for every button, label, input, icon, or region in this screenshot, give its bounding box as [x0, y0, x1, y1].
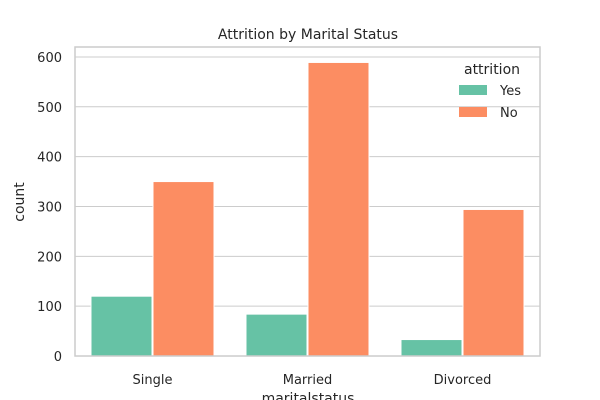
x-tick-label-0: Single	[133, 373, 173, 388]
legend-swatch-no	[459, 107, 487, 117]
bar-single-no	[152, 181, 215, 357]
x-tick-label-1: Married	[283, 373, 333, 388]
bar-married-no	[307, 61, 370, 357]
legend-title: attrition	[464, 62, 520, 78]
bar-divorced-yes	[400, 339, 463, 357]
chart-title: Attrition by Marital Status	[218, 27, 398, 43]
legend-label-no: No	[500, 106, 518, 121]
legend: attrition Yes No	[459, 62, 521, 121]
axes-layer: 0 100 200 300 400 500 600 Single Married Divorced	[37, 46, 541, 388]
bar-married-yes	[245, 313, 308, 357]
y-axis-label: count	[12, 182, 28, 222]
y-tick-label-3: 300	[37, 200, 62, 215]
y-tick-label-0: 0	[54, 350, 62, 365]
plot-frame	[74, 46, 541, 357]
bar-single-yes	[90, 295, 153, 357]
x-tick-label-2: Divorced	[434, 373, 492, 388]
y-tick-label-5: 500	[37, 101, 62, 116]
legend-label-yes: Yes	[499, 84, 521, 99]
y-tick-label-4: 400	[37, 151, 62, 166]
y-tick-label-6: 600	[37, 51, 62, 66]
bar-divorced-no	[462, 208, 525, 357]
x-axis-label: maritalstatus	[262, 391, 355, 400]
y-tick-label-1: 100	[37, 300, 62, 315]
legend-swatch-yes	[459, 85, 487, 95]
y-tick-label-2: 200	[37, 250, 62, 265]
